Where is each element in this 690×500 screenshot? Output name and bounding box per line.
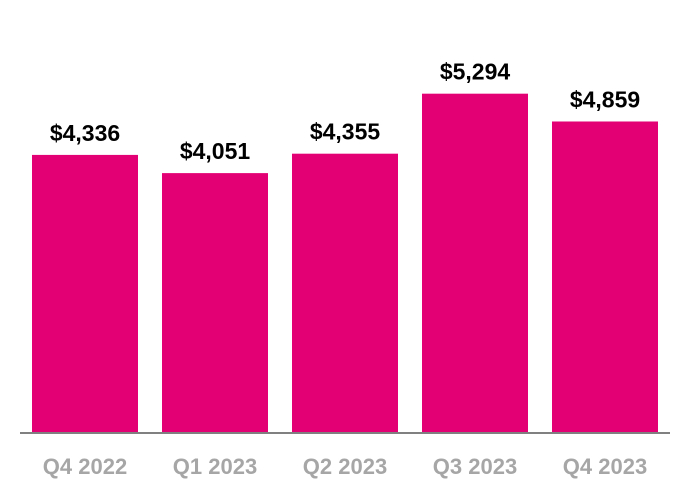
x-tick-label: Q3 2023 (433, 454, 517, 479)
bar-q4-2022 (32, 154, 138, 433)
x-tick-label: Q1 2023 (173, 454, 257, 479)
x-tick-label: Q2 2023 (303, 454, 387, 479)
bar-q3-2023 (422, 93, 528, 432)
data-label: $4,336 (50, 120, 120, 146)
bar-q2-2023 (292, 153, 398, 432)
data-label: $4,859 (570, 86, 640, 112)
x-tick-label: Q4 2022 (43, 454, 127, 479)
x-tick-label: Q4 2023 (563, 454, 647, 479)
data-label: $5,294 (440, 59, 511, 85)
data-label: $4,051 (180, 138, 251, 164)
bar-q1-2023 (162, 173, 268, 433)
bar-q4-2023 (552, 121, 658, 433)
data-label: $4,355 (310, 119, 381, 145)
